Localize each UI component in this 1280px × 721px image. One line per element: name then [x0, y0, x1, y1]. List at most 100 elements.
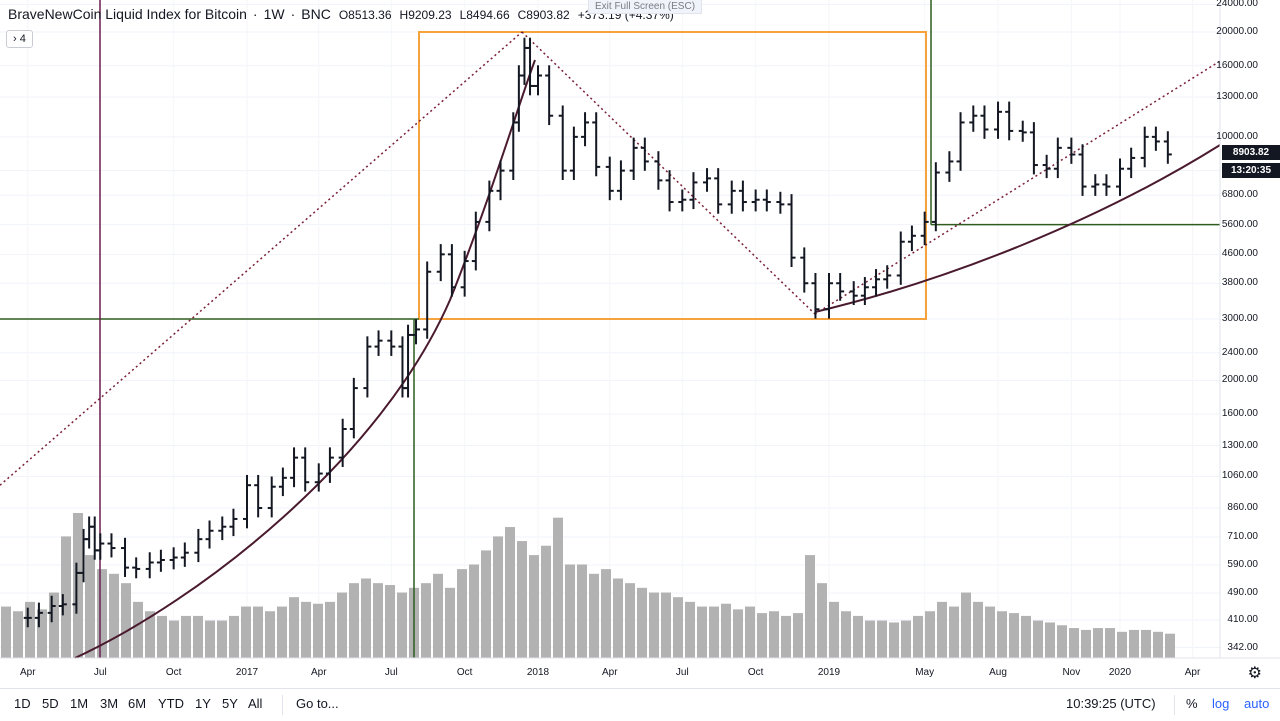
y-tick-label: 20000.00	[1216, 26, 1258, 37]
price-bar	[169, 547, 178, 570]
range-button-6m[interactable]: 6M	[128, 696, 147, 711]
goto-button[interactable]: Go to...	[296, 696, 339, 711]
log-toggle[interactable]: log	[1212, 696, 1230, 711]
support-curve	[814, 144, 1221, 313]
gear-icon[interactable]: ⚙	[1247, 665, 1262, 682]
volume-bar	[541, 545, 551, 658]
price-bar	[218, 516, 227, 541]
volume-bar	[997, 611, 1007, 658]
volume-bar	[841, 611, 851, 658]
price-bar	[703, 168, 712, 192]
price-chart[interactable]	[0, 0, 1280, 688]
price-bar	[107, 533, 116, 558]
price-bar	[534, 65, 542, 96]
price-bar	[436, 244, 445, 282]
y-tick-label: 1600.00	[1221, 408, 1258, 420]
range-button-5y[interactable]: 5Y	[222, 696, 238, 711]
price-bar	[581, 112, 590, 147]
price-bar	[460, 250, 469, 297]
price-bar	[254, 474, 263, 518]
box-drawing	[418, 31, 927, 320]
volume-bar	[961, 592, 971, 658]
x-tick-label: Apr	[310, 667, 327, 678]
volume-bar	[37, 609, 47, 658]
exit-fullscreen-banner[interactable]: Exit Full Screen (ESC)	[588, 0, 703, 14]
volume-bar	[385, 585, 395, 658]
y-tick-label: 6800.00	[1221, 189, 1258, 201]
clock-label[interactable]: 10:39:25 (UTC)	[1066, 696, 1156, 711]
volume-bar	[469, 564, 479, 658]
volume-bar	[1033, 620, 1043, 658]
volume-bar	[169, 620, 179, 658]
price-bar	[58, 594, 67, 616]
volume-bar	[757, 613, 767, 658]
volume-bar	[25, 601, 35, 658]
price-bar	[956, 112, 965, 171]
volume-bar	[793, 613, 803, 658]
volume-bar	[673, 597, 683, 658]
volume-bar	[805, 555, 815, 658]
range-button-1y[interactable]: 1Y	[195, 696, 211, 711]
range-button-ytd[interactable]: YTD	[158, 696, 184, 711]
price-bar	[945, 151, 954, 182]
price-bar	[1053, 137, 1062, 179]
volume-bar	[625, 583, 635, 658]
volume-bar	[1105, 628, 1115, 658]
volume-bar	[1009, 613, 1019, 658]
interval-label: 1W	[263, 6, 285, 22]
x-tick-label: 2020	[1108, 667, 1132, 678]
y-tick-label: 710.00	[1227, 531, 1258, 542]
legend-toggle-button[interactable]: › 4	[6, 30, 33, 48]
range-button-all[interactable]: All	[248, 696, 263, 711]
parabolic-curve	[74, 59, 536, 659]
price-bar	[338, 418, 347, 467]
range-button-1m[interactable]: 1M	[70, 696, 89, 711]
volume-bar	[433, 573, 443, 658]
volume-bar	[601, 569, 611, 658]
price-bar	[23, 607, 32, 628]
y-tick-label: 10000.00	[1216, 130, 1258, 142]
x-tick-label: May	[915, 667, 935, 678]
volume-bar	[61, 536, 71, 658]
range-button-1d[interactable]: 1D	[14, 696, 31, 711]
price-bar	[156, 549, 165, 572]
volume-bar	[913, 615, 923, 658]
price-bar	[447, 244, 456, 297]
price-bar	[1005, 101, 1014, 141]
volume-bar	[1141, 629, 1151, 658]
x-tick-label: Nov	[1062, 667, 1081, 678]
volume-bar	[85, 555, 95, 658]
volume-bar	[373, 583, 383, 658]
range-button-3m[interactable]: 3M	[100, 696, 119, 711]
range-button-5d[interactable]: 5D	[42, 696, 59, 711]
high-value: H9209.23	[399, 8, 452, 22]
price-bar	[800, 247, 809, 293]
volume-bar	[1153, 631, 1163, 658]
y-tick-label: 1300.00	[1221, 439, 1258, 451]
price-bar	[836, 273, 845, 301]
volume-bar	[505, 527, 515, 658]
y-tick-label: 490.00	[1227, 587, 1258, 599]
auto-toggle[interactable]: auto	[1244, 696, 1270, 711]
price-bar	[569, 126, 578, 180]
price-bar	[1018, 120, 1027, 142]
price-bar	[811, 273, 820, 319]
volume-bar	[769, 611, 779, 658]
price-bar	[349, 377, 358, 439]
volume-bar	[325, 601, 335, 658]
price-bar	[605, 156, 614, 201]
volume-bar	[349, 583, 359, 658]
x-tick-label: 2018	[526, 667, 550, 678]
price-bar	[654, 151, 663, 190]
price-bar	[194, 528, 203, 563]
volume-bar	[133, 601, 143, 658]
price-bar	[1029, 122, 1038, 175]
y-tick-label: 2400.00	[1221, 346, 1258, 358]
volume-bar	[337, 592, 347, 658]
y-tick-label: 1060.00	[1221, 470, 1258, 482]
volume-bar	[145, 611, 155, 658]
percent-toggle[interactable]: %	[1186, 696, 1198, 711]
volume-bar	[49, 592, 59, 658]
price-bar	[90, 516, 99, 560]
volume-bar	[277, 606, 287, 658]
